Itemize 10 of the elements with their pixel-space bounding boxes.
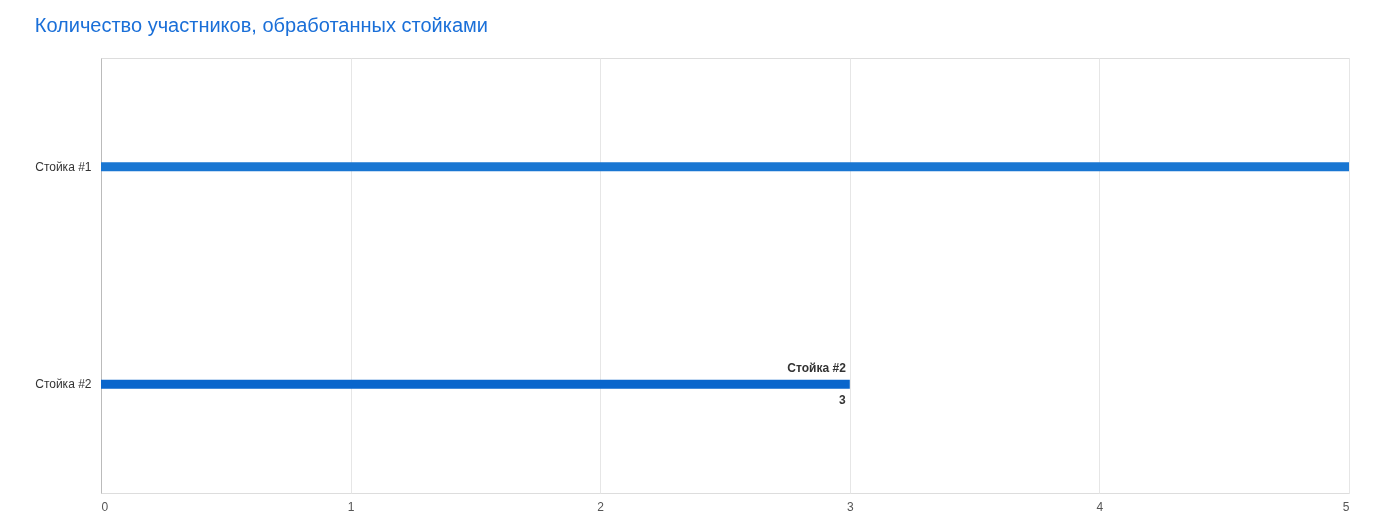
x-tick-label: 1 xyxy=(347,499,355,514)
x-tick-label: 0 xyxy=(101,499,109,514)
x-tick-label: 4 xyxy=(1096,499,1104,514)
annotation: 3 xyxy=(839,393,847,408)
x-tick-label: 2 xyxy=(597,499,605,514)
y-tick-label: Стойка #1 xyxy=(35,159,92,174)
chart-title: Количество участников, обработанных стойками xyxy=(34,14,488,36)
x-tick-label: 3 xyxy=(846,499,854,514)
x-tick-label: 5 xyxy=(1342,499,1350,514)
annotation: Стойка #2 xyxy=(787,361,847,376)
